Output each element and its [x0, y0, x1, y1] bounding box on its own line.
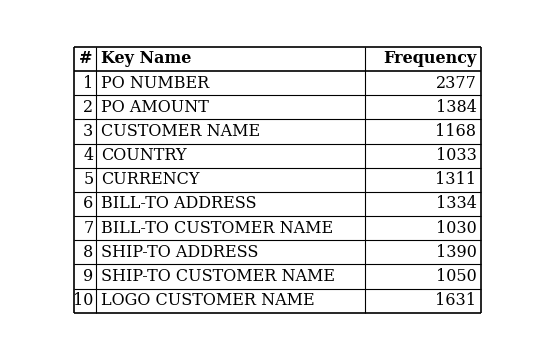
- Text: 9: 9: [83, 268, 93, 285]
- Text: 4: 4: [83, 147, 93, 164]
- Text: 10: 10: [73, 292, 93, 309]
- Text: 1050: 1050: [436, 268, 476, 285]
- Text: Key Name: Key Name: [101, 51, 191, 67]
- Text: 1033: 1033: [436, 147, 476, 164]
- Text: 2377: 2377: [436, 75, 476, 91]
- Text: CURRENCY: CURRENCY: [101, 171, 199, 188]
- Text: PO AMOUNT: PO AMOUNT: [101, 99, 209, 116]
- Text: 1030: 1030: [436, 220, 476, 237]
- Text: BILL-TO ADDRESS: BILL-TO ADDRESS: [101, 195, 256, 213]
- Text: COUNTRY: COUNTRY: [101, 147, 186, 164]
- Text: 1390: 1390: [436, 244, 476, 261]
- Text: 1384: 1384: [436, 99, 476, 116]
- Text: 8: 8: [83, 244, 93, 261]
- Text: CUSTOMER NAME: CUSTOMER NAME: [101, 123, 260, 140]
- Text: 1: 1: [83, 75, 93, 91]
- Text: PO NUMBER: PO NUMBER: [101, 75, 209, 91]
- Text: 3: 3: [83, 123, 93, 140]
- Text: 1631: 1631: [435, 292, 476, 309]
- Text: 1168: 1168: [435, 123, 476, 140]
- Text: 1334: 1334: [436, 195, 476, 213]
- Text: Frequency: Frequency: [383, 51, 476, 67]
- Text: #: #: [79, 51, 92, 67]
- Text: LOGO CUSTOMER NAME: LOGO CUSTOMER NAME: [101, 292, 314, 309]
- Text: BILL-TO CUSTOMER NAME: BILL-TO CUSTOMER NAME: [101, 220, 333, 237]
- Text: SHIP-TO ADDRESS: SHIP-TO ADDRESS: [101, 244, 258, 261]
- Text: 1311: 1311: [435, 171, 476, 188]
- Text: SHIP-TO CUSTOMER NAME: SHIP-TO CUSTOMER NAME: [101, 268, 334, 285]
- Text: 2: 2: [83, 99, 93, 116]
- Text: 6: 6: [83, 195, 93, 213]
- Text: 7: 7: [83, 220, 93, 237]
- Text: 5: 5: [83, 171, 93, 188]
